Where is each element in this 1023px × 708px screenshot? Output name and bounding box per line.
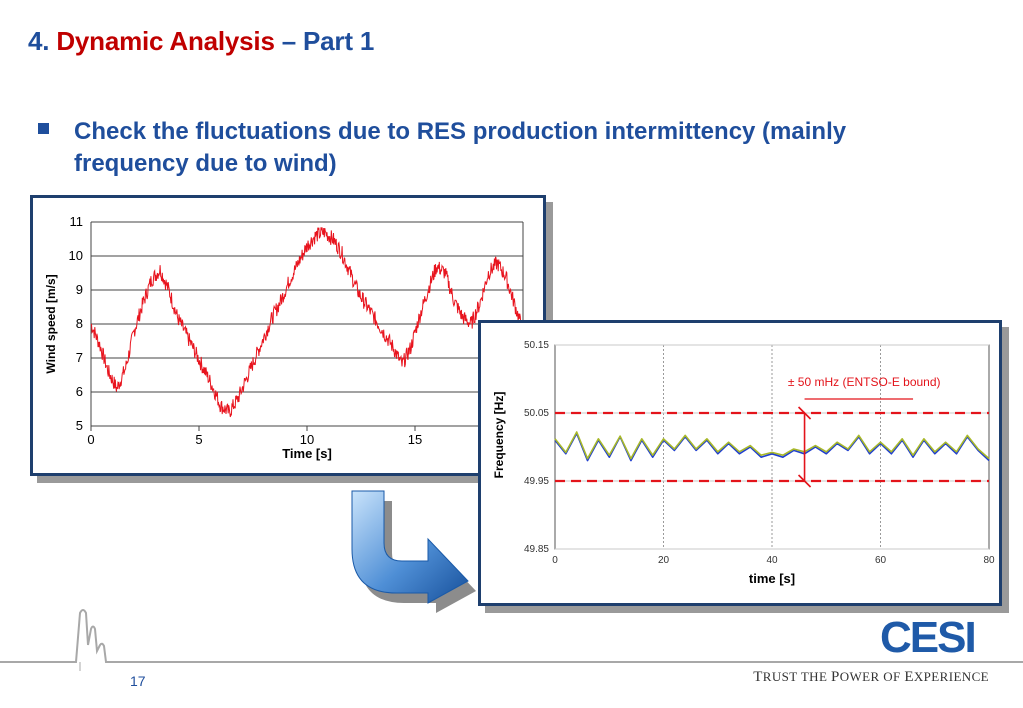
- title-part: – Part 1: [281, 26, 375, 56]
- y-tick-label: 50.15: [524, 340, 549, 351]
- title-main: Dynamic Analysis: [56, 26, 275, 56]
- y-axis-label: Wind speed [m/s]: [44, 274, 58, 373]
- x-tick-label: 40: [766, 555, 778, 566]
- wind-speed-series-line: [90, 227, 524, 418]
- x-tick-label: 20: [658, 555, 670, 566]
- cesi-logo: CESI: [880, 612, 1000, 665]
- y-tick-label: 49.95: [524, 476, 549, 487]
- x-axis-label: Time [s]: [282, 446, 332, 461]
- y-tick-label: 8: [76, 316, 83, 331]
- x-tick-label: 0: [552, 555, 558, 566]
- tagline-w1-cap: T: [753, 669, 763, 685]
- y-tick-label: 49.85: [524, 544, 549, 555]
- y-tick-label: 5: [76, 418, 83, 433]
- tagline-w5-cap: E: [904, 669, 914, 685]
- y-tick-label: 11: [70, 214, 84, 229]
- x-tick-label: 80: [983, 555, 995, 566]
- slide-title: 4. Dynamic Analysis – Part 1: [28, 26, 374, 57]
- page-number: 17: [130, 673, 146, 689]
- annotation-label: ± 50 mHz (ENTSO-E bound): [788, 375, 941, 389]
- y-tick-label: 7: [76, 350, 83, 365]
- tagline-w1-rest: RUST: [762, 669, 798, 684]
- x-tick-label: 0: [87, 432, 94, 447]
- x-tick-label: 15: [408, 432, 422, 447]
- tagline-w3-rest: OWER: [839, 669, 880, 684]
- logo-wave-icon: [0, 605, 1023, 680]
- wind-speed-chart-frame: 5 6 7 8 9 10 11 0 5 10 15 Time [s] Wind speed [m/s]: [30, 195, 546, 476]
- tagline-w5-rest: XPERIENCE: [913, 669, 989, 684]
- x-tick-label: 10: [300, 432, 314, 447]
- y-tick-label: 10: [69, 248, 83, 263]
- frequency-series-line-2: [554, 431, 990, 460]
- tagline-w3-cap: P: [830, 669, 840, 685]
- tagline: TRUST THE POWER OF EXPERIENCE: [753, 669, 989, 686]
- bullet-text: Check the fluctuations due to RES produc…: [74, 118, 847, 177]
- x-axis-label: time [s]: [749, 571, 795, 586]
- title-number: 4.: [28, 26, 50, 56]
- x-tick-label: 60: [875, 555, 887, 566]
- y-axis-label: Frequency [Hz]: [492, 392, 506, 479]
- brand-text: CESI: [880, 613, 975, 660]
- down-right-arrow-icon: [340, 485, 480, 620]
- x-tick-label: 5: [195, 432, 202, 447]
- tagline-w2: THE: [800, 669, 828, 684]
- tagline-w4: OF: [883, 669, 901, 684]
- y-tick-label: 6: [76, 384, 83, 399]
- bound-cross: [797, 406, 812, 488]
- frequency-chart: 0 20 40 60 80 49.85 49.95 50.05 50.15 time [s] Fre…: [492, 340, 995, 586]
- y-tick-label: 50.05: [524, 408, 549, 419]
- y-tick-label: 9: [76, 282, 83, 297]
- frequency-chart-frame: 0 20 40 60 80 49.85 49.95 50.05 50.15 time [s] Fre…: [478, 320, 1002, 606]
- bullet-square-icon: [38, 123, 49, 134]
